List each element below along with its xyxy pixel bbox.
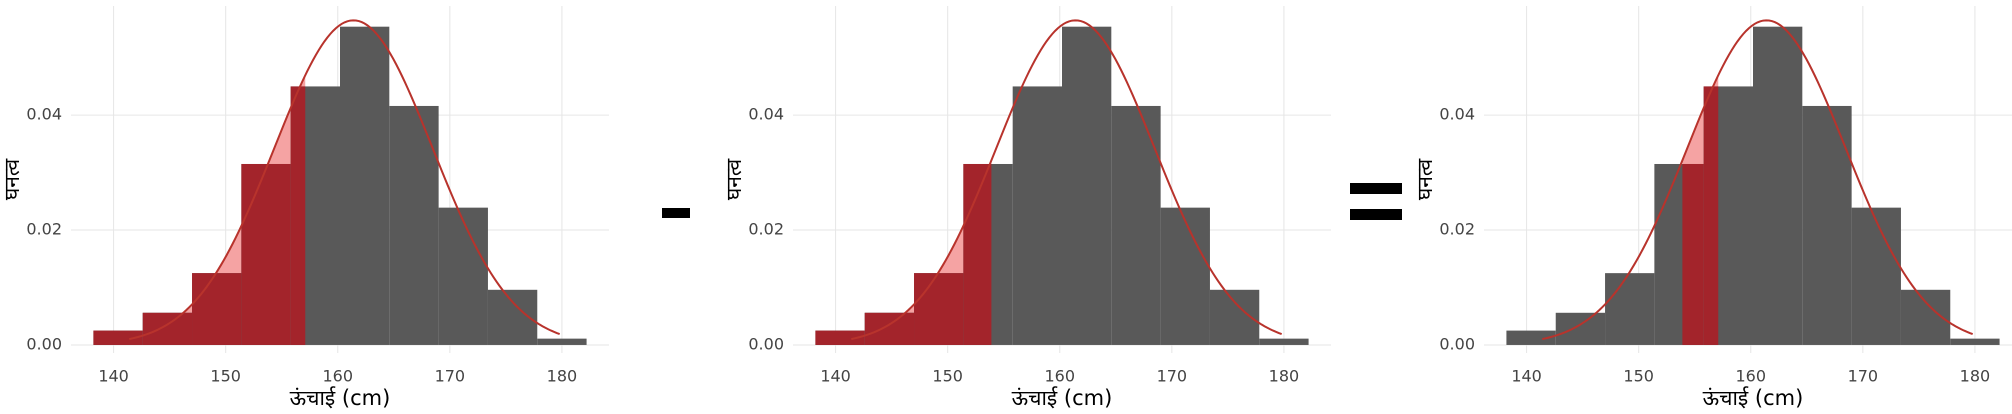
bar <box>1851 207 1901 345</box>
bar <box>1506 330 1556 345</box>
equals-sign-bottom <box>1350 209 1402 220</box>
shaded-bar <box>1703 86 1719 345</box>
y-tick-label: 0.04 <box>748 105 784 124</box>
minus-sign <box>662 208 690 218</box>
panel: 140 150 160 170 180 0.00 0.02 0.04 ऊंचाई (cm) घनत… <box>722 6 1331 410</box>
x-tick-label: 170 <box>435 367 466 386</box>
bar <box>1111 105 1161 345</box>
shaded-bar <box>914 273 964 345</box>
x-tick-label: 150 <box>210 367 241 386</box>
shaded-bar <box>963 163 992 345</box>
x-tick-label: 160 <box>322 367 353 386</box>
bar <box>1012 86 1062 345</box>
x-tick-label: 170 <box>1157 367 1188 386</box>
x-tick-label: 150 <box>932 367 963 386</box>
x-tick-label: 150 <box>1623 367 1654 386</box>
shaded-bar <box>815 330 865 345</box>
shaded-bar <box>241 163 291 345</box>
y-tick-label: 0.02 <box>1439 220 1475 239</box>
shaded-bar <box>192 273 242 345</box>
equals-sign-top <box>1350 183 1402 194</box>
shaded-bar <box>864 312 915 345</box>
bar <box>438 207 488 345</box>
density-curve <box>1542 19 1974 341</box>
x-tick-label: 160 <box>1044 367 1075 386</box>
shaded-bar <box>142 312 193 345</box>
x-axis-title: ऊंचाई (cm) <box>290 386 391 410</box>
density-curve <box>851 19 1283 341</box>
shaded-bar <box>1682 163 1704 345</box>
x-tick-label: 180 <box>1960 367 1991 386</box>
x-tick-label: 180 <box>1269 367 1300 386</box>
bar <box>1160 207 1210 345</box>
y-tick-label: 0.02 <box>26 220 62 239</box>
x-tick-label: 140 <box>820 367 851 386</box>
bar <box>340 26 390 345</box>
y-tick-label: 0.00 <box>748 334 784 353</box>
bar <box>1259 338 1309 345</box>
y-axis-title: घनत्व <box>1413 159 1437 201</box>
bar <box>1950 338 2000 345</box>
y-tick-label: 0.02 <box>748 220 784 239</box>
y-tick-label: 0.04 <box>26 105 62 124</box>
shaded-bar <box>290 86 306 345</box>
bar <box>1802 105 1852 345</box>
x-axis-title: ऊंचाई (cm) <box>1012 386 1113 410</box>
x-tick-label: 140 <box>98 367 129 386</box>
x-tick-label: 180 <box>547 367 578 386</box>
y-tick-label: 0.00 <box>1439 334 1475 353</box>
bar <box>1605 273 1655 345</box>
y-axis-title: घनत्व <box>722 159 746 201</box>
x-tick-label: 160 <box>1735 367 1766 386</box>
shaded-bar <box>93 330 143 345</box>
bar <box>389 105 439 345</box>
panel: 140 150 160 170 180 0.00 0.02 0.04 ऊंचाई (cm) घनत… <box>1413 6 2012 410</box>
bar <box>537 338 587 345</box>
y-axis-title: घनत्व <box>0 159 24 201</box>
x-tick-label: 170 <box>1848 367 1879 386</box>
x-tick-label: 140 <box>1511 367 1542 386</box>
bar <box>1555 312 1606 345</box>
bar <box>1062 26 1112 345</box>
y-tick-label: 0.04 <box>1439 105 1475 124</box>
bar <box>1753 26 1803 345</box>
density-curve <box>129 19 561 341</box>
y-tick-label: 0.00 <box>26 334 62 353</box>
x-axis-title: ऊंचाई (cm) <box>1703 386 1804 410</box>
panel: 140 150 160 170 180 0.00 0.02 0.04 ऊंचाई (cm) घनत… <box>0 6 609 410</box>
